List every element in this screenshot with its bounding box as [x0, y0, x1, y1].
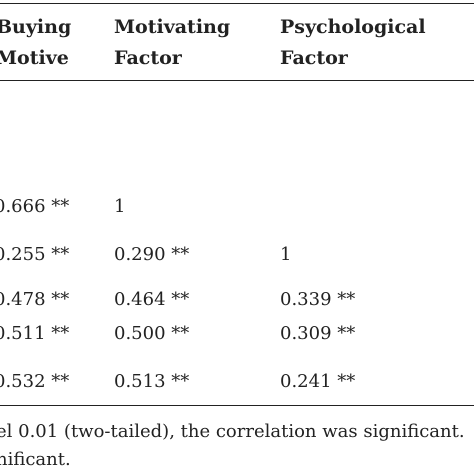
table-cell: 0.666 ** [0, 196, 70, 217]
table-cell: 0.255 ** [0, 244, 70, 265]
table-cell: 0.513 ** [114, 371, 190, 392]
table-cell: 1 [280, 244, 292, 265]
table-cell: 0.532 ** [0, 371, 70, 392]
column-header: Buying Motive [0, 16, 72, 69]
footnote: nificant. [0, 449, 71, 470]
table-cell: 1 [114, 196, 126, 217]
table-cell: 0.241 ** [280, 371, 356, 392]
top-rule [0, 3, 474, 4]
table-cell: 0.478 ** [0, 289, 70, 310]
header-rule [0, 80, 474, 81]
table-cell: 0.290 ** [114, 244, 190, 265]
table-cell: 0.464 ** [114, 289, 190, 310]
bottom-rule [0, 405, 474, 406]
table-cell: 0.339 ** [280, 289, 356, 310]
table-cell: 0.500 ** [114, 323, 190, 344]
column-header: Psychological Factor [280, 16, 426, 69]
table-cell: 0.309 ** [280, 323, 356, 344]
column-header: Motivating Factor [114, 16, 231, 69]
table-cell: 0.511 ** [0, 323, 70, 344]
footnote: el 0.01 (two-tailed), the correlation wa… [0, 421, 465, 442]
